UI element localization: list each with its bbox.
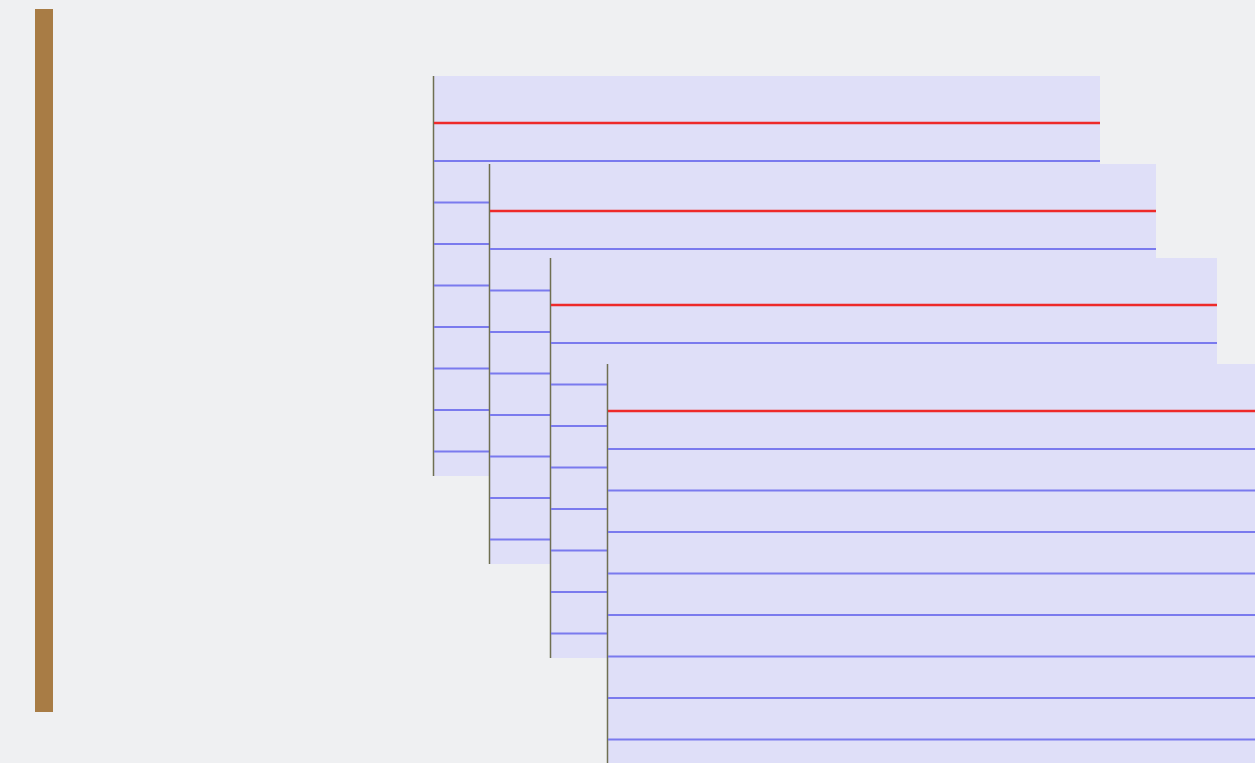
page: (() => { const svg = document.getElement…: [0, 0, 1255, 763]
index-card: [607, 364, 1255, 763]
side-bar: [35, 9, 53, 712]
scene: [0, 0, 1255, 763]
